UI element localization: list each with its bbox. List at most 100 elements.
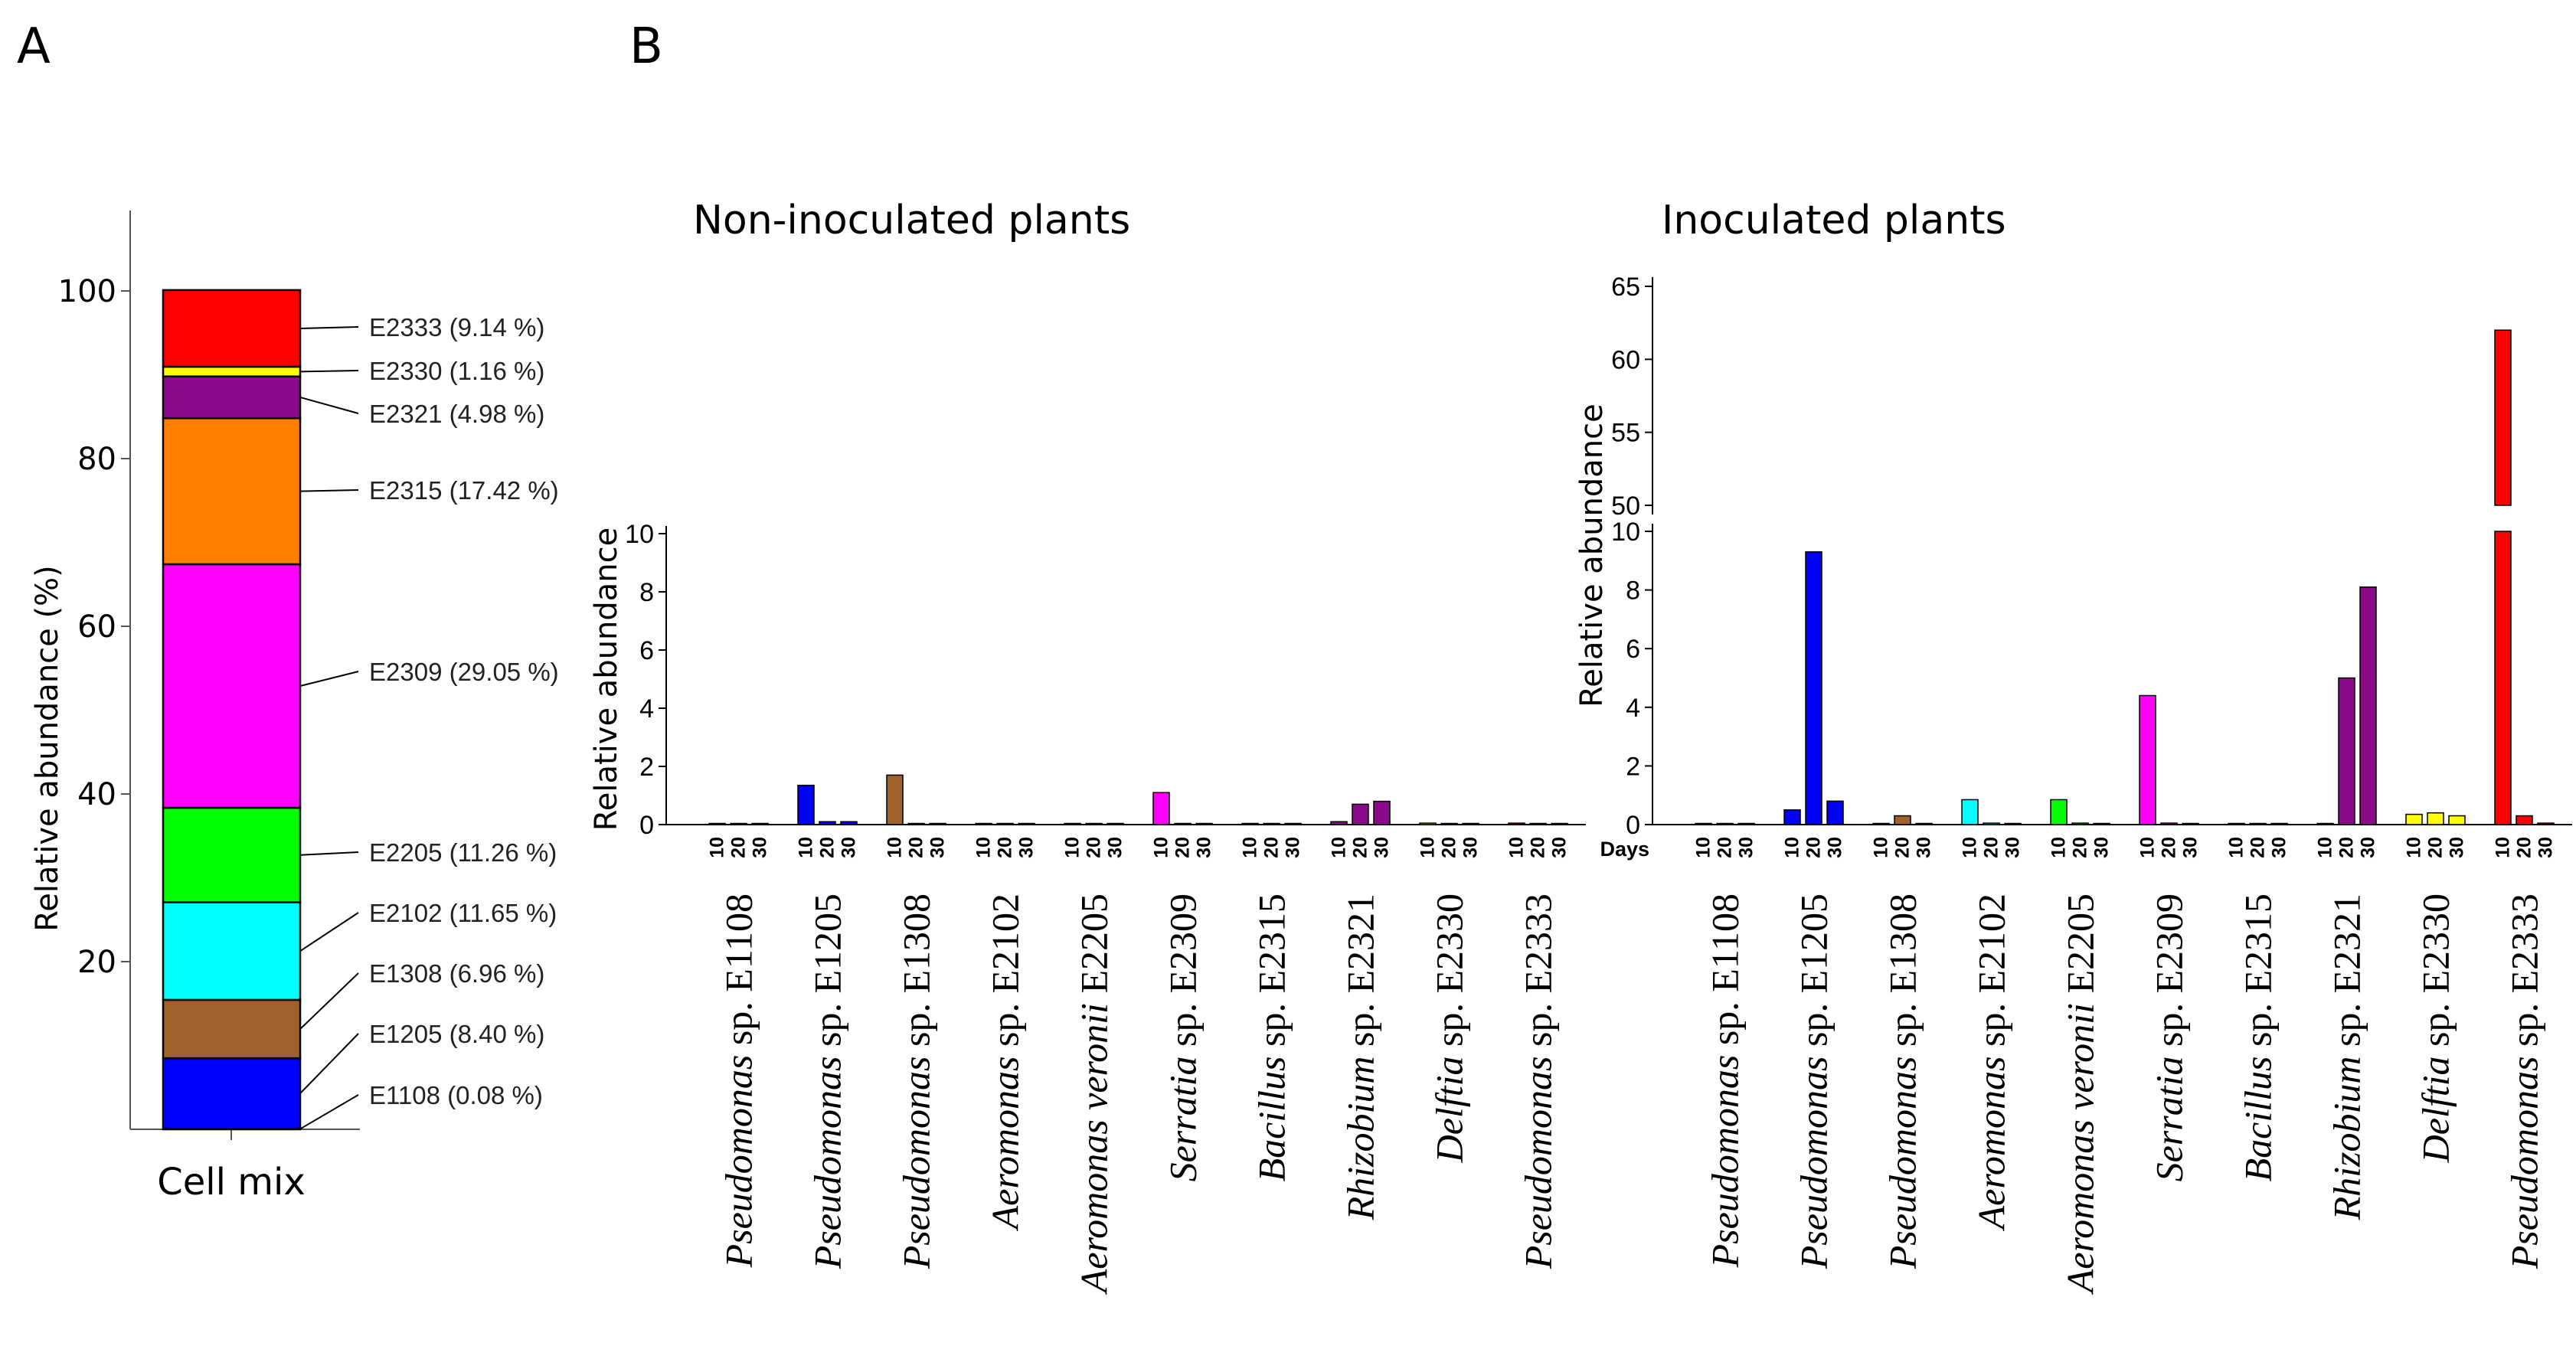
- y-tick-label: 80: [77, 442, 116, 477]
- day-tick-label: 10: [1151, 837, 1172, 858]
- non-inoculated-title: Non-inoculated plants: [693, 198, 1130, 243]
- day-tick-label: 20: [817, 837, 839, 858]
- species-genus: Pseudomonas: [1704, 1055, 1747, 1269]
- segment-leader-line: [299, 912, 359, 952]
- species-strain: E2205: [1073, 893, 1116, 1003]
- stack-segment: [162, 365, 302, 377]
- day-tick-label: 30: [927, 837, 949, 858]
- species-strain: sp. E1205: [806, 893, 849, 1057]
- bar: [2537, 822, 2555, 825]
- bar: [1462, 822, 1479, 825]
- day-tick-label: 10: [1782, 837, 1803, 858]
- species-genus: Delftia: [2414, 1057, 2457, 1164]
- y-tick-label: 0: [639, 811, 654, 840]
- day-tick-label: 10: [2048, 837, 2070, 858]
- day-tick-label: 10: [1329, 837, 1350, 858]
- bar: [2228, 822, 2245, 825]
- day-tick-label: 30: [1194, 837, 1215, 858]
- bar: [1915, 822, 1933, 825]
- bar: [1018, 822, 1035, 825]
- y-tick-label: 8: [639, 578, 654, 607]
- species-strain: sp. E1108: [718, 893, 760, 1055]
- day-tick-label: 30: [2091, 837, 2113, 858]
- day-tick-label: 30: [2447, 837, 2468, 858]
- bar: [2338, 677, 2355, 825]
- bar: [1373, 800, 1391, 825]
- day-tick-label: 30: [839, 837, 860, 858]
- day-tick-label: 20: [2514, 837, 2535, 858]
- day-tick-label: 30: [2535, 837, 2557, 858]
- day-tick-label: 20: [2336, 837, 2358, 858]
- stack-segment: [162, 289, 302, 368]
- species-strain: sp. E2102: [984, 893, 1027, 1057]
- bar: [819, 821, 836, 825]
- species-strain: sp. E2333: [1517, 893, 1560, 1057]
- bar: [1783, 809, 1801, 825]
- bar: [1330, 821, 1348, 825]
- day-tick-label: 30: [1736, 837, 1757, 858]
- species-label: Pseudomonas sp. E1205: [806, 893, 849, 1269]
- bar: [1195, 822, 1213, 825]
- cell-mix-stacked-chart: 20 40 60 80 100 Cell mix Relative abundance (%…: [30, 211, 559, 1204]
- day-tick-label: 20: [1439, 837, 1460, 858]
- species-genus: Delftia: [1428, 1057, 1471, 1164]
- bar: [1352, 803, 1369, 825]
- segment-leader-line: [299, 851, 359, 856]
- day-tick-label: 30: [2358, 837, 2379, 858]
- bar: [1805, 551, 1822, 825]
- species-strain: sp. E1308: [895, 893, 938, 1057]
- species-strain: sp. E1108: [1704, 893, 1747, 1055]
- species-label: Pseudomonas sp. E1108: [1704, 893, 1747, 1268]
- species-strain: sp. E2315: [1250, 893, 1293, 1057]
- day-tick-label: 30: [1914, 837, 1935, 858]
- segment-label: E2321 (4.98 %): [369, 400, 544, 428]
- species-label: Bacillus sp. E2315: [2237, 893, 2280, 1181]
- bar: [886, 774, 904, 825]
- segment-leader-line: [299, 326, 359, 329]
- days-axis-label: Days: [1600, 838, 1649, 861]
- day-tick-label: 20: [1261, 837, 1283, 858]
- y-tick-label: 50: [1611, 492, 1640, 521]
- species-genus: Aeromonas: [1970, 1057, 2013, 1232]
- species-genus: Pseudomonas: [806, 1057, 849, 1270]
- bar: [840, 821, 858, 825]
- bar: [797, 784, 815, 825]
- bar: [1529, 822, 1547, 825]
- bar: [2093, 822, 2110, 825]
- bar: [2182, 822, 2199, 825]
- species-label: Aeromonas veronii E2205: [1073, 893, 1116, 1295]
- y-tick-label: 65: [1611, 273, 1640, 302]
- day-tick-label: 20: [1803, 837, 1825, 858]
- species-label: Pseudomonas sp. E1308: [1881, 893, 1924, 1269]
- species-label: Serratia sp. E2309: [2148, 893, 2191, 1181]
- segment-label: E2333 (9.14 %): [369, 313, 544, 341]
- segment-label: E2315 (17.42 %): [369, 476, 559, 505]
- species-label: Rhizobium sp. E2321: [2326, 893, 2368, 1220]
- bar: [2249, 822, 2267, 825]
- bar: [2050, 799, 2068, 825]
- day-tick-label: 30: [1460, 837, 1482, 858]
- species-genus: Bacillus: [1250, 1057, 1293, 1182]
- species-genus: Aeromonas veronii: [1073, 1003, 1116, 1295]
- day-tick-label: 20: [1528, 837, 1549, 858]
- species-strain: E2205: [2059, 893, 2102, 1003]
- y-tick-label: 6: [639, 636, 654, 665]
- y-tick-label: 8: [1626, 577, 1640, 606]
- segment-label: E1308 (6.96 %): [369, 959, 544, 988]
- species-genus: Pseudomonas: [2503, 1057, 2546, 1270]
- day-tick-label: 20: [1172, 837, 1194, 858]
- day-tick-label: 10: [2404, 837, 2425, 858]
- species-genus: Bacillus: [2237, 1057, 2280, 1182]
- bar: [1440, 822, 1458, 825]
- day-tick-label: 20: [2159, 837, 2180, 858]
- day-tick-label: 10: [2315, 837, 2336, 858]
- bar: [2270, 822, 2288, 825]
- day-tick-label: 20: [995, 837, 1016, 858]
- stack-segment: [162, 806, 302, 903]
- day-tick-label: 30: [2180, 837, 2202, 858]
- segment-leader-line: [299, 1033, 359, 1094]
- y-tick-label: 60: [1611, 345, 1640, 374]
- day-tick-label: 10: [1417, 837, 1439, 858]
- day-tick-label: 20: [2070, 837, 2091, 858]
- day-tick-label: 10: [1871, 837, 1892, 858]
